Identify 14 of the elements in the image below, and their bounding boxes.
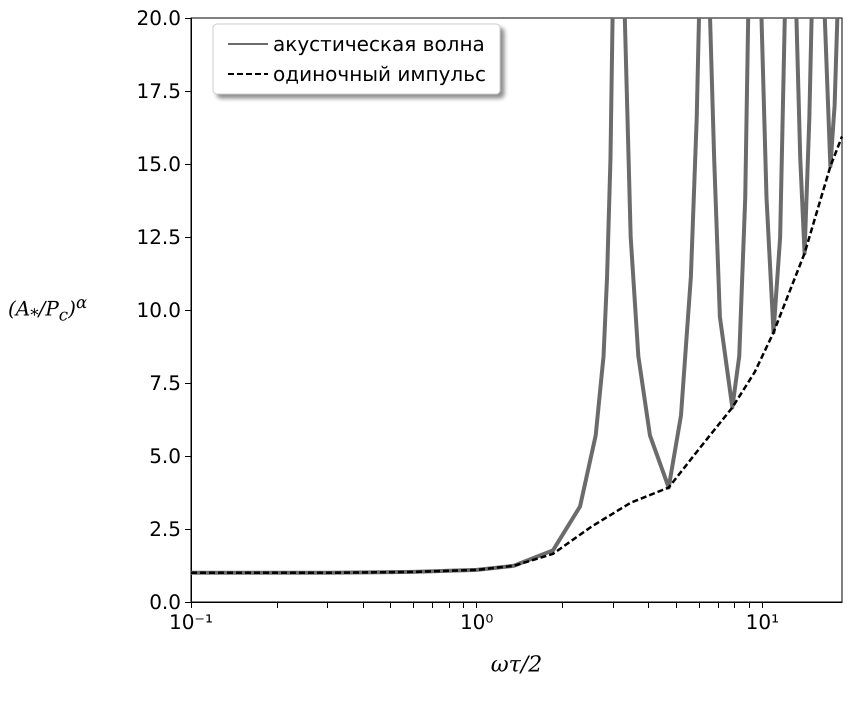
- legend-label: акустическая волна: [273, 32, 485, 56]
- x-axis-title: ωτ/2: [490, 652, 542, 678]
- y-axis-title: (A$_{*}$/P$_{c}$)$^{α}$: [8, 293, 88, 325]
- y-tick-label: 12.5: [136, 225, 181, 249]
- y-tick-label: 10.0: [136, 298, 181, 322]
- y-tick-label: 2.5: [149, 517, 181, 541]
- y-tick-label: 15.0: [136, 152, 181, 176]
- x-tick-label: 10⁰: [460, 610, 494, 634]
- legend-label: одиночный импульс: [273, 62, 486, 86]
- y-tick-label: 7.5: [149, 371, 181, 395]
- y-tick-label: 5.0: [149, 444, 181, 468]
- x-tick-label: 10¹: [746, 610, 780, 634]
- y-tick-label: 17.5: [136, 79, 181, 103]
- y-tick-label: 20.0: [136, 6, 181, 30]
